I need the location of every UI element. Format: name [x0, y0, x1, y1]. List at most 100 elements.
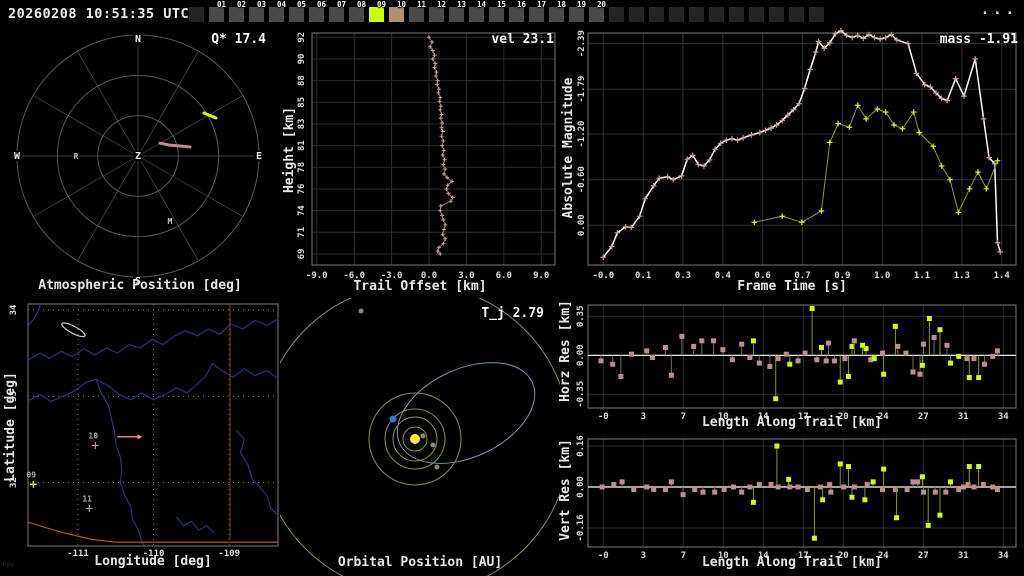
- residual-marker: [845, 464, 851, 470]
- frame-thumbnail[interactable]: [669, 7, 684, 22]
- tick-label: 7: [681, 412, 686, 422]
- trail-ylabel: Height [km]: [282, 106, 297, 194]
- data-point-marker: [888, 31, 895, 38]
- data-point-marker: [882, 34, 889, 41]
- data-point-marker: [846, 124, 853, 131]
- frame-thumbnail-03[interactable]: 03: [249, 1, 266, 22]
- frame-thumbnail-01[interactable]: 01: [209, 1, 226, 22]
- residual-marker: [618, 373, 624, 379]
- frame-thumbnail-20[interactable]: 20: [589, 1, 606, 22]
- data-point-marker: [740, 135, 746, 141]
- frame-thumbnail-12[interactable]: 12: [429, 1, 446, 22]
- data-point-marker: [826, 139, 833, 146]
- frame-thumbnail[interactable]: [769, 7, 784, 22]
- frame-thumbnail[interactable]: [729, 7, 744, 22]
- residual-marker: [699, 338, 705, 344]
- data-point-marker: [628, 224, 635, 231]
- frame-thumbnail-02[interactable]: 02: [229, 1, 246, 22]
- residual-marker: [767, 363, 773, 369]
- data-point-marker: [433, 73, 438, 78]
- planet-orbit-ring: [402, 426, 428, 452]
- residual-marker: [966, 375, 972, 381]
- light-curve-plot: -0.0 0.1 0.3 0.4 0.6 0.7 0.9 1.0 1.1 1.3 1.4 0.00 -0…: [577, 28, 1017, 281]
- residual-marker: [841, 484, 847, 490]
- tick-label: 34: [998, 412, 1009, 422]
- frame-thumbnail-09[interactable]: 09: [369, 1, 386, 22]
- data-point-marker: [443, 222, 448, 227]
- residual-marker: [837, 379, 843, 385]
- frame-number: 19: [576, 0, 586, 9]
- frame-thumbnail-16[interactable]: 16: [509, 1, 526, 22]
- data-point-marker: [446, 191, 451, 196]
- residual-marker: [774, 443, 780, 449]
- frame-thumbnail-04[interactable]: 04: [269, 1, 286, 22]
- frame-thumbnail-13[interactable]: 13: [449, 1, 466, 22]
- data-point-marker: [438, 203, 443, 208]
- tick-label: 20: [838, 551, 849, 561]
- more-menu-button[interactable]: ...: [980, 2, 1018, 18]
- frame-thumbnail-07[interactable]: 07: [329, 1, 346, 22]
- orbit-title: Orbital Position [AU]: [337, 555, 503, 570]
- horz-res-ylabel: Horz Res [km]: [558, 300, 573, 402]
- residual-marker: [879, 487, 885, 493]
- frame-thumbnail-14[interactable]: 14: [469, 1, 486, 22]
- data-point-marker: [678, 173, 685, 179]
- data-point-marker: [972, 56, 978, 62]
- data-point-marker: [790, 106, 797, 113]
- frame-thumbnail[interactable]: [189, 7, 204, 22]
- residual-marker: [750, 499, 756, 505]
- plot-frame: [311, 32, 556, 266]
- planet-orbit-ring: [280, 298, 560, 576]
- frame-thumbnail-15[interactable]: 15: [489, 1, 506, 22]
- frame-thumbnail-11[interactable]: 11: [409, 1, 426, 22]
- residual-marker: [966, 464, 972, 470]
- tick-label: -1.79: [577, 76, 587, 103]
- frame-thumbnail[interactable]: [789, 7, 804, 22]
- frame-thumbnail-05[interactable]: 05: [289, 1, 306, 22]
- tick-label: 69: [297, 249, 307, 260]
- frame-thumbnail-08[interactable]: 08: [349, 1, 366, 22]
- residual-marker: [662, 487, 668, 493]
- frame-thumbnail[interactable]: [629, 7, 644, 22]
- data-point-marker: [441, 162, 446, 167]
- river: [27, 362, 279, 403]
- data-point-marker: [448, 199, 453, 204]
- frame-number: 03: [256, 0, 266, 9]
- frame-thumbnail-06[interactable]: 06: [309, 1, 326, 22]
- frame-thumbnail-10[interactable]: 10: [389, 1, 406, 22]
- data-point-marker: [440, 121, 445, 126]
- residual-marker: [831, 358, 837, 364]
- residual-marker: [881, 371, 887, 377]
- river: [236, 430, 279, 516]
- frame-thumbnail[interactable]: [709, 7, 724, 22]
- frame-thumbnail-17[interactable]: 17: [529, 1, 546, 22]
- data-point-marker: [85, 504, 93, 512]
- frame-thumbnail-19[interactable]: 19: [569, 1, 586, 22]
- residual-marker: [644, 484, 650, 490]
- residual-marker: [879, 350, 885, 356]
- map-xlabel: Longitude [deg]: [94, 554, 212, 569]
- data-point-marker: [773, 122, 780, 128]
- polar-ring: [56, 74, 220, 238]
- residual-marker: [691, 343, 697, 349]
- q-star-stat: Q* 17.4: [211, 32, 266, 47]
- data-point-marker: [445, 183, 450, 188]
- frame-thumbnail-18[interactable]: 18: [549, 1, 566, 22]
- data-point-marker: [438, 107, 443, 112]
- frame-thumbnail[interactable]: [609, 7, 624, 22]
- data-point-marker: [818, 208, 825, 214]
- frame-thumbnail[interactable]: [689, 7, 704, 22]
- frame-thumbnail[interactable]: [649, 7, 664, 22]
- residual-marker: [948, 360, 954, 366]
- frame-thumbnail[interactable]: [809, 7, 824, 22]
- data-point-marker: [450, 195, 455, 200]
- frame-thumbnail[interactable]: [749, 7, 764, 22]
- atmospheric-position-plot: N S W E Z R M: [12, 34, 264, 287]
- tick-label: -0.60: [577, 166, 587, 193]
- frame-number: 10: [396, 0, 406, 9]
- residual-marker: [910, 479, 916, 485]
- data-point-marker: [815, 38, 822, 45]
- residual-marker: [747, 355, 753, 361]
- data-point-marker: [994, 157, 1001, 164]
- data-point-marker: [905, 40, 911, 47]
